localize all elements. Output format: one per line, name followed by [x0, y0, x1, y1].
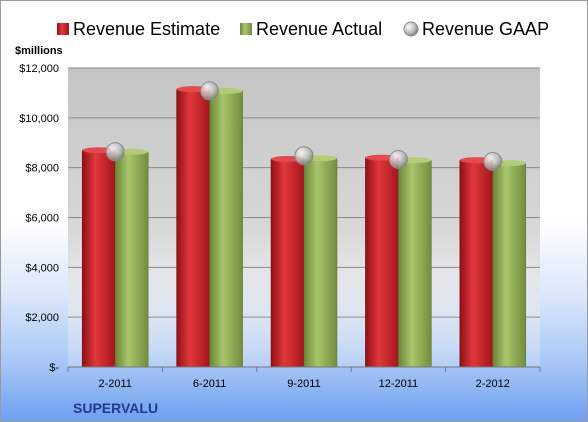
bar-revenue-actual [492, 162, 527, 368]
legend: Revenue Estimate Revenue Actual Revenue … [57, 19, 549, 39]
x-tick-label: 2-2011 [98, 378, 131, 390]
bar-revenue-estimate [81, 149, 116, 368]
y-tick-label: $10,000 [19, 113, 59, 125]
gaap-markers [105, 81, 503, 171]
y-tick-label: $4,000 [25, 262, 59, 274]
x-tick-label: 12-2011 [379, 378, 419, 390]
y-tick-label: $8,000 [25, 163, 59, 175]
legend-marker-revenue-gaap [403, 21, 419, 37]
marker-revenue-gaap [294, 146, 314, 166]
legend-swatch-revenue-actual [240, 23, 252, 35]
company-name: SUPERVALU [73, 400, 158, 416]
x-axis-ticks: 2-2011 6-2011 9-2011 12-2011 2-2012 [67, 367, 541, 390]
x-tick-label: 9-2011 [287, 378, 320, 390]
y-axis-ticks: $- $2,000 $4,000 $6,000 $8,000 $10,000 $12,000 [19, 63, 59, 374]
bar-revenue-estimate [459, 159, 494, 368]
bar-revenue-actual [209, 90, 243, 368]
y-axis-unit-label: $millions [15, 45, 63, 57]
bar-revenue-estimate [365, 157, 399, 368]
bars [81, 86, 527, 368]
legend-label-revenue-actual: Revenue Actual [256, 19, 382, 39]
y-tick-label: $2,000 [25, 312, 59, 324]
marker-revenue-gaap [388, 149, 408, 169]
bar-revenue-estimate [270, 158, 305, 368]
marker-revenue-gaap [483, 151, 503, 171]
y-tick-label: $6,000 [25, 213, 59, 225]
legend-swatch-revenue-estimate [57, 23, 69, 35]
legend-label-revenue-gaap: Revenue GAAP [422, 19, 549, 39]
x-tick-label: 6-2011 [193, 378, 226, 390]
bar-revenue-estimate [176, 88, 210, 368]
legend-label-revenue-estimate: Revenue Estimate [73, 19, 220, 39]
bar-revenue-actual [398, 159, 432, 368]
y-tick-label: $12,000 [19, 63, 59, 75]
y-tick-label: $- [49, 362, 59, 374]
marker-revenue-gaap [200, 81, 220, 101]
bar-revenue-actual [303, 157, 338, 368]
x-tick-label: 2-2012 [476, 378, 510, 390]
marker-revenue-gaap [105, 142, 125, 162]
bar-revenue-actual [114, 151, 149, 368]
